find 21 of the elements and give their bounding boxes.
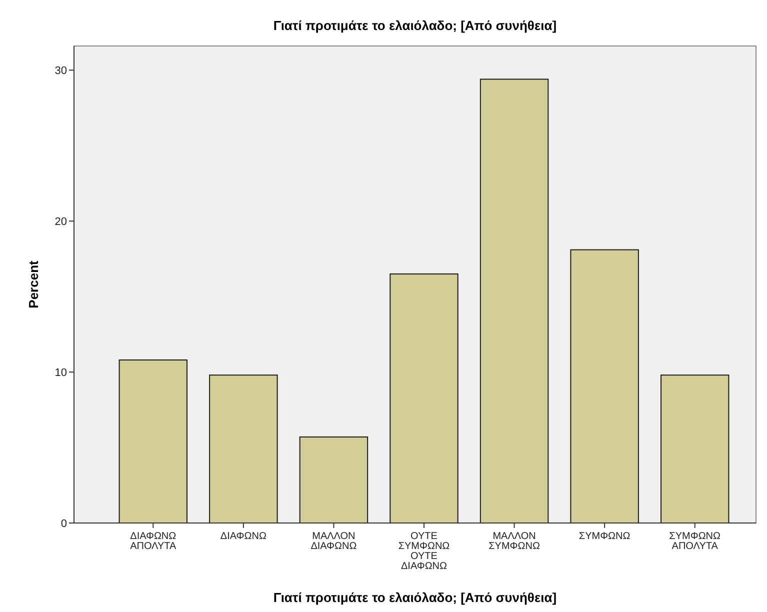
x-tick-label: ΔΙΑΦΩΝΩ: [220, 531, 267, 542]
y-tick-label: 0: [60, 518, 67, 530]
x-tick-label: ΜΑΛΛΟΝ ΣΥΜΦΩΝΩ: [488, 531, 540, 552]
x-tick-label: ΜΑΛΛΟΝ ΔΙΑΦΩΝΩ: [310, 531, 358, 552]
bar: [660, 374, 730, 524]
bar: [299, 436, 368, 524]
x-tick-label: ΣΥΜΦΩΝΩ ΑΠΟΛΥΤΑ: [669, 531, 722, 552]
bar: [480, 78, 549, 524]
bar: [118, 359, 188, 524]
x-tick-label: ΣΥΜΦΩΝΩ: [578, 531, 631, 542]
y-tick-label: 30: [54, 65, 67, 77]
chart-title: Γιατί προτιμάτε το ελαιόλαδο; [Από συνήθεια]: [273, 18, 557, 33]
bar: [390, 273, 458, 524]
x-tick-label: ΟΥΤΕ ΣΥΜΦΩΝΩ ΟΥΤΕ ΔΙΑΦΩΝΩ: [398, 531, 450, 572]
bar: [209, 374, 278, 524]
x-tick-label: ΔΙΑΦΩΝΩ ΑΠΟΛΥΤΑ: [130, 531, 177, 552]
y-tick-label: 20: [54, 216, 67, 228]
y-axis-title: Percent: [26, 260, 41, 308]
x-axis-title: Γιατί προτιμάτε το ελαιόλαδο; [Από συνήθεια]: [273, 590, 557, 605]
y-tick-label: 10: [54, 366, 67, 379]
bar: [570, 249, 639, 524]
